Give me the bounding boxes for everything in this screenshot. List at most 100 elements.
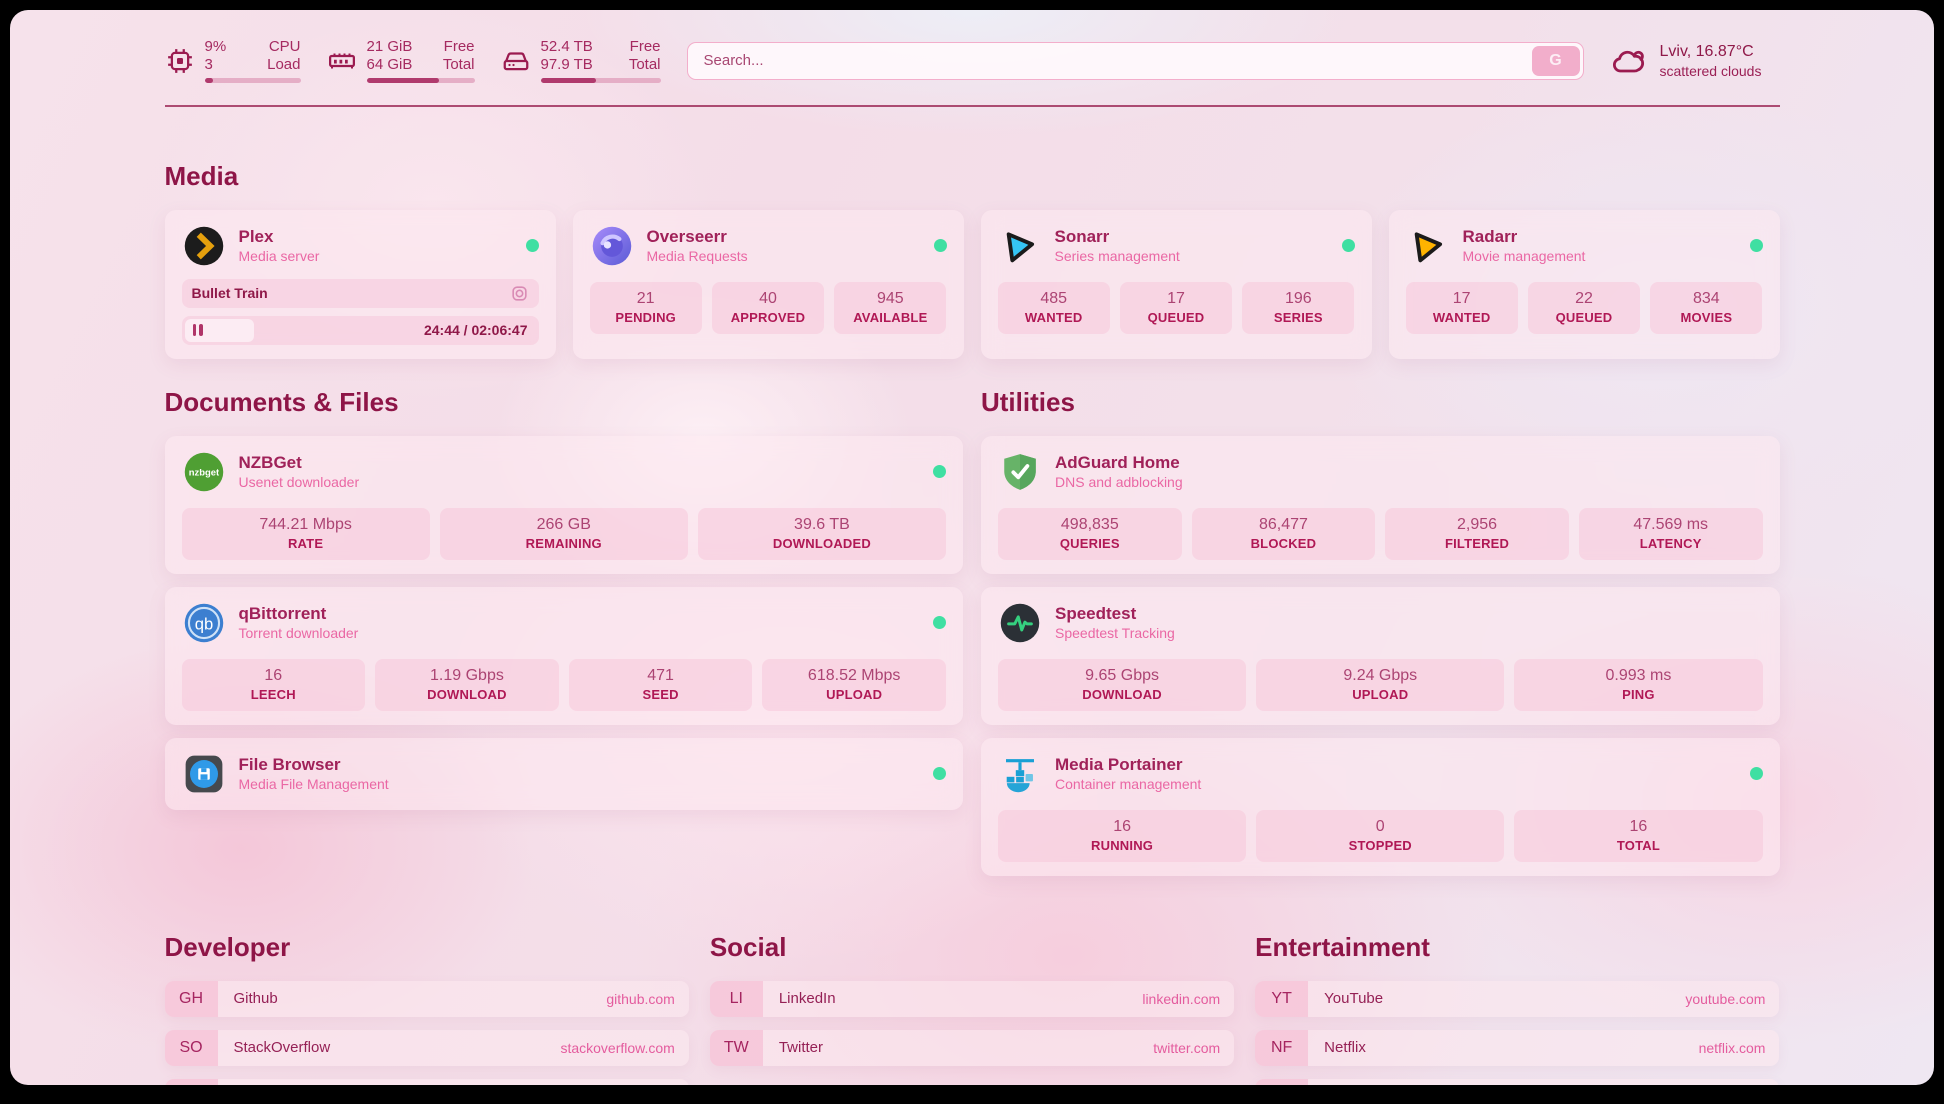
radarr-card[interactable]: Radarr Movie management 17 WANTED 22 QUEUE… <box>1388 209 1780 359</box>
bookmark-url: youtube.com <box>1685 990 1766 1007</box>
section-heading-documents: Documents & Files <box>164 386 399 417</box>
stat-queued: 22 QUEUED <box>1527 281 1641 334</box>
svg-text:nzbget: nzbget <box>188 467 219 478</box>
qbittorrent-icon: qb <box>182 601 226 645</box>
app-subtitle: Movie management <box>1462 248 1586 264</box>
stat-running: 16 RUNNING <box>998 809 1247 862</box>
ram-free-value: 21 GiB <box>366 38 413 55</box>
stat-available: 945 AVAILABLE <box>834 281 947 334</box>
bookmark-dev[interactable]: DT DEV dev.to <box>164 1078 689 1085</box>
bookmark-linkedin[interactable]: LI LinkedIn linkedin.com <box>709 980 1235 1017</box>
app-title: Sonarr <box>1054 227 1110 246</box>
ram-free-label: Free <box>443 38 475 55</box>
disk-icon <box>503 51 528 70</box>
bookmark-twitter[interactable]: TW Twitter twitter.com <box>709 1029 1235 1066</box>
utilities-column: Utilities <box>981 387 1780 876</box>
bookmark-abbr: GH <box>164 980 218 1017</box>
bookmark-reddit[interactable]: RE Reddit reddit.com <box>1255 1078 1780 1085</box>
search-input[interactable] <box>686 41 1584 80</box>
ram-progress <box>366 78 475 83</box>
search-engine-button[interactable]: G <box>1531 45 1580 76</box>
bookmark-name: Netflix <box>1324 1039 1366 1056</box>
playback-time: 24:44 / 02:06:47 <box>423 322 528 338</box>
app-title: qBittorrent <box>238 604 327 623</box>
app-subtitle: Speedtest Tracking <box>1055 625 1175 641</box>
app-subtitle: Container management <box>1055 776 1202 792</box>
cloud-icon <box>1612 50 1644 72</box>
status-online-dot <box>933 616 946 629</box>
stat-pending: 21 PENDING <box>589 281 702 334</box>
sonarr-icon <box>998 224 1042 268</box>
adguard-card[interactable]: AdGuard Home DNS and adblocking 498,835 Q… <box>981 435 1780 574</box>
status-online-dot <box>933 767 946 780</box>
stat-wanted: 17 WANTED <box>1405 281 1518 334</box>
filebrowser-card[interactable]: File Browser Media File Management <box>164 737 963 810</box>
search-box: G <box>686 41 1584 80</box>
stat-rate: 744.21 Mbps RATE <box>181 507 430 560</box>
cpu-load-value: 3 <box>204 56 213 73</box>
qbittorrent-card[interactable]: qb qBittorrent Torrent downloader 16 LEEC… <box>164 586 963 725</box>
status-online-dot <box>1749 767 1763 780</box>
disk-free-label: Free <box>629 38 661 55</box>
app-subtitle: DNS and adblocking <box>1055 474 1183 490</box>
ram-total-label: Total <box>442 56 475 73</box>
disk-progress <box>540 78 661 83</box>
pause-icon <box>192 324 203 336</box>
stat-seed: 471 SEED <box>568 658 753 711</box>
bookmark-url: stackoverflow.com <box>560 1039 675 1056</box>
bookmark-abbr: DT <box>164 1078 218 1085</box>
portainer-icon <box>998 752 1042 796</box>
app-title: AdGuard Home <box>1055 453 1180 472</box>
weather-widget: Lviv, 16.87°C scattered clouds <box>1610 42 1780 80</box>
weather-location-temp: Lviv, 16.87°C <box>1659 42 1754 60</box>
section-heading-developer: Developer <box>164 931 291 962</box>
overseerr-icon <box>590 224 634 268</box>
nzbget-icon: nzbget <box>182 450 226 494</box>
bookmark-abbr: SO <box>164 1029 218 1066</box>
overseerr-card[interactable]: Overseerr Media Requests 21 PENDING 40 APP… <box>572 209 964 359</box>
status-online-dot <box>525 239 539 252</box>
disk-total-value: 97.9 TB <box>540 56 593 73</box>
dashboard: 9% CPU 3 Load 21 GiB Free 64 GiB Total <box>10 10 1934 1085</box>
section-heading-media: Media <box>164 160 239 191</box>
app-title: File Browser <box>238 755 341 774</box>
bookmark-stackoverflow[interactable]: SO StackOverflow stackoverflow.com <box>164 1029 689 1066</box>
cpu-progress <box>204 78 301 83</box>
bookmark-url: linkedin.com <box>1142 990 1221 1007</box>
playback-progress-bar[interactable]: 24:44 / 02:06:47 <box>181 315 539 345</box>
developer-column: Developer GH Github github.com SO StackO… <box>164 931 689 1085</box>
entertainment-column: Entertainment YT YouTube youtube.com NF … <box>1255 932 1780 1085</box>
app-subtitle: Media File Management <box>238 776 389 792</box>
cpu-widget: 9% CPU 3 Load <box>165 38 301 83</box>
status-online-dot <box>1749 239 1763 252</box>
bookmark-github[interactable]: GH Github github.com <box>164 980 689 1017</box>
stat-filtered: 2,956 FILTERED <box>1385 507 1569 560</box>
stat-upload: 9.24 Gbps UPLOAD <box>1256 658 1505 711</box>
now-playing-row: Bullet Train <box>181 278 539 308</box>
bookmark-name: StackOverflow <box>233 1039 331 1056</box>
ram-widget: 21 GiB Free 64 GiB Total <box>327 38 475 83</box>
portainer-card[interactable]: Media Portainer Container management 16 R… <box>981 737 1780 876</box>
app-subtitle: Media Requests <box>646 248 748 264</box>
stat-series: 196 SERIES <box>1242 281 1355 334</box>
top-bar: 9% CPU 3 Load 21 GiB Free 64 GiB Total <box>165 38 1780 83</box>
bookmark-youtube[interactable]: YT YouTube youtube.com <box>1255 980 1780 1017</box>
app-title: NZBGet <box>238 453 302 472</box>
bookmark-name: Twitter <box>778 1039 824 1056</box>
app-title: Overseerr <box>646 227 727 246</box>
stat-total: 16 TOTAL <box>1514 809 1763 862</box>
stat-stopped: 0 STOPPED <box>1256 809 1505 862</box>
app-title: Media Portainer <box>1055 755 1183 774</box>
sonarr-card[interactable]: Sonarr Series management 485 WANTED 17 QUE… <box>980 209 1372 359</box>
stat-remaining: 266 GB REMAINING <box>439 507 688 560</box>
bookmark-netflix[interactable]: NF Netflix netflix.com <box>1255 1029 1780 1066</box>
plex-card[interactable]: Plex Media server Bullet Train <box>164 209 556 359</box>
bookmark-abbr: YT <box>1255 980 1309 1017</box>
disk-widget: 52.4 TB Free 97.9 TB Total <box>501 38 661 83</box>
section-heading-social: Social <box>709 931 787 962</box>
bookmark-url: twitter.com <box>1153 1039 1221 1056</box>
nzbget-card[interactable]: nzbget NZBGet Usenet downloader 744.21 M… <box>164 435 963 574</box>
app-title: Plex <box>238 227 274 246</box>
stat-downloaded: 39.6 TB DOWNLOADED <box>697 507 947 560</box>
speedtest-card[interactable]: Speedtest Speedtest Tracking 9.65 Gbps DO… <box>981 586 1780 725</box>
